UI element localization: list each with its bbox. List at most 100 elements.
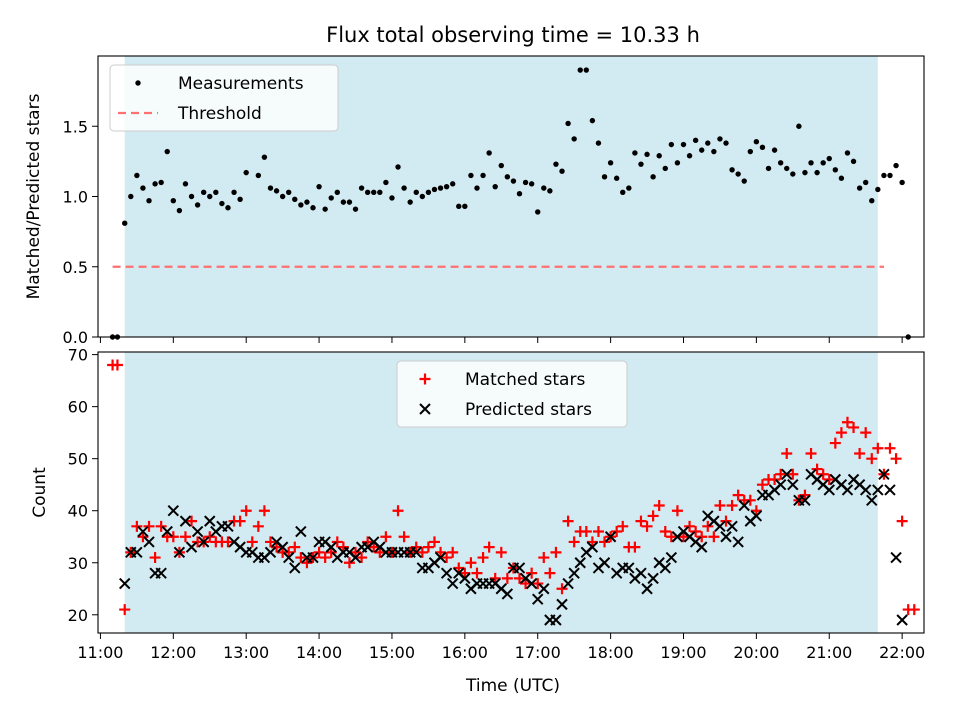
matched-star-point bbox=[319, 552, 331, 564]
predicted-star-point bbox=[732, 536, 744, 548]
measurement-point bbox=[292, 196, 298, 203]
predicted-star-point bbox=[641, 583, 653, 595]
measurement-point bbox=[510, 178, 517, 184]
y-tick-label: 0.5 bbox=[63, 258, 88, 277]
matched-star-point bbox=[526, 567, 538, 579]
matched-star-point bbox=[702, 520, 714, 532]
matched-star-point bbox=[556, 583, 568, 595]
measurement-point bbox=[747, 148, 753, 155]
matched-star-point bbox=[823, 473, 835, 485]
matched-star-point bbox=[532, 578, 544, 590]
matched-star-point bbox=[854, 447, 866, 459]
measurement-point bbox=[607, 160, 614, 166]
matched-star-point bbox=[696, 531, 708, 543]
measurement-point bbox=[237, 196, 243, 203]
measurement-point bbox=[200, 189, 207, 195]
measurement-point bbox=[383, 179, 389, 186]
matched-star-point bbox=[562, 515, 574, 527]
matched-star-point bbox=[131, 520, 143, 532]
measurement-point bbox=[887, 172, 893, 179]
matched-star-point bbox=[477, 552, 489, 564]
measurement-point bbox=[662, 165, 668, 172]
top-x-ticks bbox=[99, 337, 903, 343]
matched-star-point bbox=[362, 536, 374, 548]
matched-star-point bbox=[835, 427, 847, 439]
measurement-point bbox=[213, 189, 219, 195]
matched-star-point bbox=[665, 531, 677, 543]
matched-star-point bbox=[520, 578, 532, 590]
measurement-point bbox=[535, 209, 541, 215]
top-y-axis: 0.0 0.5 1.0 1.5 bbox=[63, 117, 98, 347]
predicted-star-point bbox=[890, 551, 902, 564]
matched-star-point bbox=[544, 567, 556, 579]
predicted-star-point bbox=[459, 572, 471, 585]
predicted-star-point bbox=[197, 536, 210, 548]
y-tick-label: 1.5 bbox=[63, 117, 88, 136]
measurement-point bbox=[620, 189, 626, 195]
predicted-star-point bbox=[878, 468, 890, 480]
measurement-point bbox=[802, 169, 808, 176]
predicted-star-point bbox=[538, 583, 550, 595]
matched-star-point bbox=[611, 526, 623, 538]
matched-star-point bbox=[119, 604, 131, 616]
measurement-point bbox=[140, 185, 146, 191]
matched-star-point bbox=[380, 531, 392, 543]
predicted-star-point bbox=[440, 567, 453, 579]
matched-star-point bbox=[398, 531, 410, 543]
measurement-point bbox=[759, 144, 766, 151]
predicted-star-point bbox=[161, 525, 173, 538]
x-tick-label: 14:00 bbox=[296, 643, 342, 662]
legend-label: Predicted stars bbox=[465, 400, 592, 420]
predicted-star-point bbox=[276, 541, 289, 553]
matched-star-point bbox=[459, 567, 471, 579]
predicted-star-point bbox=[532, 593, 544, 605]
legend-marker-matched bbox=[419, 373, 431, 385]
predicted-star-point bbox=[446, 577, 459, 590]
top-y-axis-label: Matched/Predicted stars bbox=[24, 93, 44, 299]
measurement-point bbox=[893, 162, 899, 169]
matched-star-point bbox=[635, 515, 647, 527]
matched-star-point bbox=[671, 505, 683, 517]
matched-star-point bbox=[787, 468, 799, 480]
top-legend: Measurements Threshold bbox=[109, 64, 339, 132]
measurement-point bbox=[869, 198, 875, 204]
matched-star-point bbox=[428, 536, 440, 548]
measurement-point bbox=[346, 199, 353, 205]
x-axis-label: Time (UTC) bbox=[465, 676, 560, 696]
matched-star-point bbox=[471, 567, 483, 579]
measurement-point bbox=[571, 136, 577, 142]
measurement-point bbox=[547, 188, 553, 194]
measurement-point bbox=[279, 193, 286, 200]
measurement-point bbox=[875, 186, 881, 193]
measurement-point bbox=[389, 195, 395, 201]
measurement-point bbox=[286, 189, 292, 195]
matched-star-point bbox=[337, 541, 349, 553]
predicted-star-point bbox=[696, 541, 708, 553]
x-tick-label: 16:00 bbox=[442, 643, 488, 662]
bottom-panel: 20 30 40 50 60 70 11:00 12:00 13:00 14:00 15:00 16… bbox=[30, 346, 925, 662]
measurement-point bbox=[577, 67, 583, 73]
measurement-point bbox=[559, 168, 565, 174]
measurement-point bbox=[638, 161, 644, 167]
measurement-point bbox=[158, 179, 164, 186]
matched-star-point bbox=[441, 552, 453, 564]
predicted-star-point bbox=[665, 551, 678, 564]
measurement-point bbox=[790, 171, 796, 177]
measurement-point bbox=[480, 172, 486, 179]
matched-star-point bbox=[580, 526, 592, 538]
x-tick-label: 20:00 bbox=[733, 643, 779, 662]
bottom-plot-frame bbox=[97, 351, 925, 634]
predicted-star-point bbox=[586, 541, 599, 553]
matched-star-point bbox=[641, 520, 653, 532]
matched-star-point bbox=[586, 536, 598, 548]
matched-star-point bbox=[283, 546, 295, 558]
predicted-star-point bbox=[896, 614, 908, 626]
measurement-point bbox=[231, 189, 237, 195]
predicted-star-point bbox=[325, 541, 337, 553]
measurement-point bbox=[437, 185, 444, 191]
measurement-point bbox=[717, 136, 723, 142]
predicted-star-point bbox=[659, 562, 671, 574]
matched-star-point bbox=[550, 546, 562, 558]
predicted-star-point bbox=[750, 510, 763, 522]
predicted-star-point bbox=[787, 478, 799, 491]
